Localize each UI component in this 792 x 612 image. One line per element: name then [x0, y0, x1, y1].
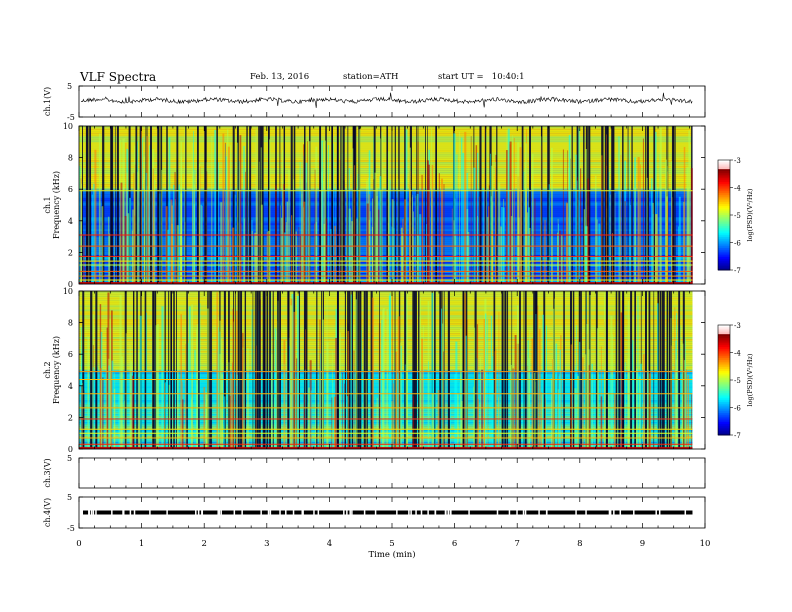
- ch4-waveform-panel: 5 -5 ch.4(V): [43, 493, 706, 533]
- time-tick-label: 7: [514, 539, 519, 549]
- colorbar-1-tick-label: -6: [734, 240, 741, 248]
- colorbar-2-tick-label: -7: [734, 432, 741, 440]
- spectrogram-1-ylabel: Frequency (kHz): [52, 171, 61, 239]
- spectrogram-1-ytick-label: 10: [63, 122, 73, 131]
- time-tick-label: 10: [700, 539, 711, 549]
- spectrogram-2-ytick-label: 10: [63, 287, 73, 296]
- time-axis-label: Time (min): [368, 549, 415, 560]
- colorbar-1-label: log(PSD)(V²/Hz): [746, 188, 754, 241]
- time-tick-label: 2: [201, 539, 206, 549]
- ch1-waveform-ylabel: ch.1(V): [43, 87, 52, 116]
- spectrogram-1-ytick-label: 0: [68, 280, 73, 289]
- colorbar-1-tick-label: -4: [734, 185, 741, 193]
- spectrogram-2-ytick-label: 2: [68, 413, 73, 422]
- spectrogram-1-ytick-label: 2: [68, 248, 73, 257]
- spectrogram-2-ytick-label: 6: [68, 350, 73, 359]
- time-tick-label: 5: [389, 539, 394, 549]
- spectrogram-2-ytick-label: 0: [68, 445, 73, 454]
- time-axis: 0 1 2 3 4 5 6 7 8 9 10 Time (min): [76, 86, 710, 560]
- colorbar-2-tick-label: -3: [734, 322, 741, 330]
- time-tick-label: 6: [452, 539, 457, 549]
- colorbar-2-tick-label: -5: [734, 377, 741, 385]
- start-ut-label: start UT = 10:40:1: [438, 72, 525, 82]
- ch1-waveform-ytick-label: 5: [67, 82, 72, 91]
- figure-title: VLF Spectra: [80, 70, 157, 84]
- spectrogram-1-panel: 0 2 4 6 8 10 ch.1 Frequency (kHz) -3 -4 -5 -6 -7 log(…: [43, 122, 754, 289]
- colorbar-1-tick-label: -5: [734, 212, 741, 220]
- spectrogram-2-panel: 0 2 4 6 8 10 ch.2 Frequency (kHz) -3 -4 -5 -6 -7 log(…: [43, 287, 754, 454]
- ch4-waveform-ytick-label: 5: [67, 493, 72, 502]
- ch1-waveform-ytick-label: -5: [67, 113, 75, 122]
- ch4-waveform-ylabel: ch.4(V): [43, 498, 52, 527]
- colorbar-1-tick-label: -3: [734, 157, 741, 165]
- time-tick-label: 0: [76, 539, 81, 549]
- spectrogram-2-ylabel: Frequency (kHz): [52, 336, 61, 404]
- date-label: Feb. 13, 2016: [250, 72, 310, 82]
- ch3-waveform-panel: 5 ch.3(V): [43, 454, 706, 489]
- spectrogram-1-ytick-label: 8: [68, 154, 73, 163]
- colorbar-1-tick-label: -7: [734, 267, 741, 275]
- spectrogram-2-channel-label: ch.2: [43, 361, 52, 378]
- ch3-waveform-ytick-label: 5: [67, 454, 72, 463]
- ch4-waveform-ytick-label: -5: [67, 524, 75, 533]
- colorbar-2-label: log(PSD)(V²/Hz): [746, 353, 754, 406]
- spectrogram-1-channel-label: ch.1: [43, 196, 52, 213]
- spectrogram-1-ytick-label: 6: [68, 185, 73, 194]
- spectrogram-2-ytick-label: 4: [68, 382, 73, 391]
- time-tick-label: 1: [139, 539, 144, 549]
- spectrogram-2-ytick-label: 8: [68, 319, 73, 328]
- spectrogram-1-ytick-label: 4: [68, 217, 73, 226]
- ch1-waveform-trace: [80, 92, 693, 108]
- time-tick-label: 3: [264, 539, 269, 549]
- time-tick-label: 9: [640, 539, 645, 549]
- ch1-waveform-panel: 5 -5 ch.1(V): [43, 82, 706, 122]
- time-tick-label: 4: [327, 539, 332, 549]
- colorbar-2-tick-label: -6: [734, 405, 741, 413]
- time-tick-label: 8: [577, 539, 582, 549]
- ch3-waveform-ylabel: ch.3(V): [43, 458, 52, 487]
- station-label: station=ATH: [343, 72, 399, 82]
- colorbar-2-tick-label: -4: [734, 350, 741, 358]
